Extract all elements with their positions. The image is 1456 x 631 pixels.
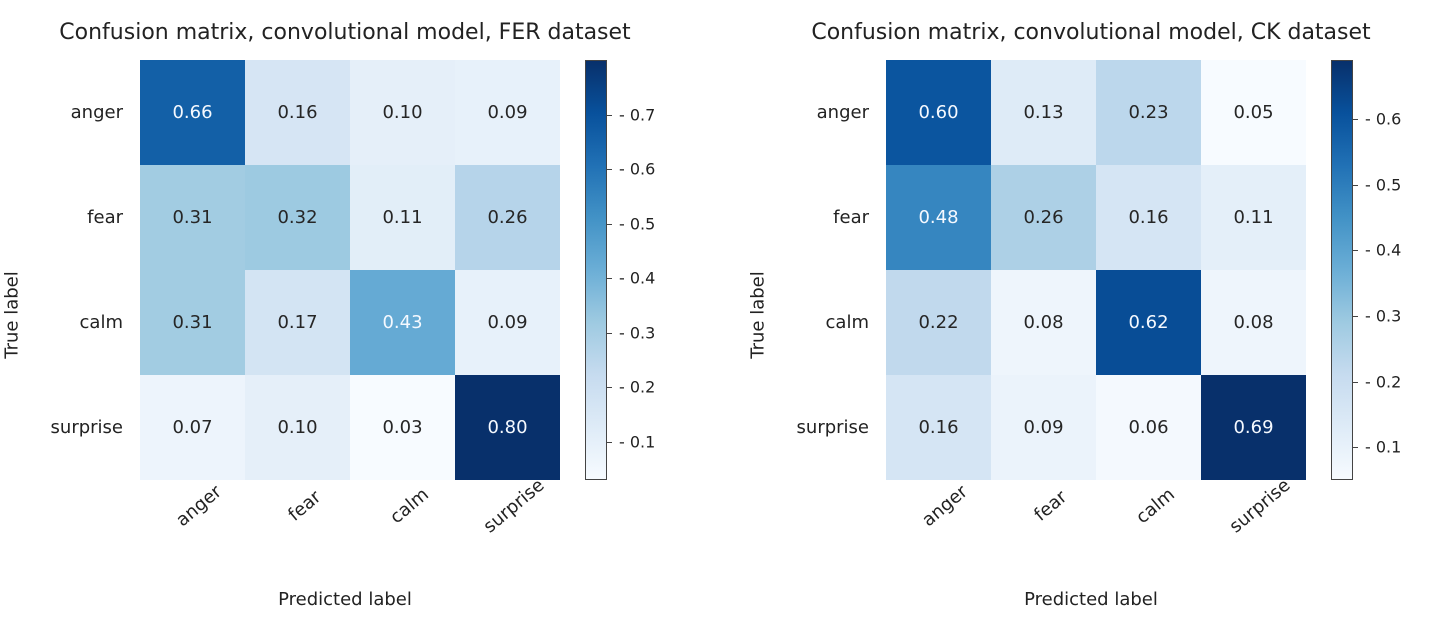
x-tick: calm: [350, 490, 455, 550]
heatmap-cell: 0.32: [245, 165, 350, 270]
colorbar-tick-label: - 0.1: [619, 432, 655, 451]
x-tick: calm: [1096, 490, 1201, 550]
colorbar-tick: [607, 442, 612, 443]
colorbar-tick-label: - 0.1: [1365, 438, 1401, 457]
heatmap-cell: 0.16: [1096, 165, 1201, 270]
colorbar-tick-label: - 0.4: [619, 269, 655, 288]
heatmap-cell: 0.62: [1096, 270, 1201, 375]
x-tick: fear: [991, 490, 1096, 550]
heatmap-cell: 0.31: [140, 270, 245, 375]
colorbar-tick: [1353, 185, 1358, 186]
heatmap-cell: 0.08: [991, 270, 1096, 375]
y-tick-labels: anger fear calm surprise: [20, 60, 135, 480]
heatmap-cell: 0.08: [1201, 270, 1306, 375]
heatmap-cell: 0.07: [140, 375, 245, 480]
heatmap-cell: 0.43: [350, 270, 455, 375]
x-axis-label: Predicted label: [766, 589, 1416, 610]
heatmap-cell: 0.31: [140, 165, 245, 270]
heatmap-matrix: 0.660.160.100.090.310.320.110.260.310.17…: [140, 60, 560, 480]
heatmap-cell: 0.13: [991, 60, 1096, 165]
y-tick: surprise: [20, 375, 135, 480]
colorbar-tick: [607, 224, 612, 225]
heatmap-cell: 0.66: [140, 60, 245, 165]
colorbar-tick-label: - 0.5: [1365, 175, 1401, 194]
heatmap-cell: 0.48: [886, 165, 991, 270]
y-tick: fear: [766, 165, 881, 270]
colorbar-tick-label: - 0.3: [619, 323, 655, 342]
figure: Confusion matrix, convolutional model, F…: [0, 0, 1456, 631]
x-tick: surprise: [1201, 490, 1306, 550]
colorbar-tick: [1353, 447, 1358, 448]
x-axis-label: Predicted label: [20, 589, 670, 610]
y-tick: anger: [20, 60, 135, 165]
colorbar: - 0.1 - 0.2 - 0.3 - 0.4 - 0.5 - 0.6 - 0.7: [585, 60, 675, 480]
heatmap-cell: 0.11: [1201, 165, 1306, 270]
heatmap-cell: 0.69: [1201, 375, 1306, 480]
colorbar-tick: [607, 169, 612, 170]
colorbar-tick-label: - 0.6: [1365, 110, 1401, 129]
heatmap-matrix: 0.600.130.230.050.480.260.160.110.220.08…: [886, 60, 1306, 480]
panel-ck: Confusion matrix, convolutional model, C…: [766, 20, 1416, 610]
heatmap-cell: 0.16: [245, 60, 350, 165]
panel-fer: Confusion matrix, convolutional model, F…: [20, 20, 670, 610]
colorbar-tick-label: - 0.2: [619, 378, 655, 397]
panel-title: Confusion matrix, convolutional model, C…: [766, 20, 1416, 45]
heatmap-cell: 0.11: [350, 165, 455, 270]
heatmap-cell: 0.09: [991, 375, 1096, 480]
colorbar-tick-label: - 0.3: [1365, 306, 1401, 325]
heatmap-cell: 0.23: [1096, 60, 1201, 165]
heatmap-area: 0.660.160.100.090.310.320.110.260.310.17…: [140, 60, 560, 480]
heatmap-cell: 0.17: [245, 270, 350, 375]
colorbar-tick: [1353, 382, 1358, 383]
x-tick-labels: anger fear calm surprise: [886, 490, 1306, 550]
colorbar-tick: [1353, 119, 1358, 120]
x-tick: surprise: [455, 490, 560, 550]
heatmap-cell: 0.26: [455, 165, 560, 270]
x-tick: anger: [886, 490, 991, 550]
x-tick: anger: [140, 490, 245, 550]
colorbar-tick-label: - 0.2: [1365, 372, 1401, 391]
colorbar-tick-label: - 0.7: [619, 105, 655, 124]
colorbar-tick-label: - 0.4: [1365, 241, 1401, 260]
y-tick: fear: [20, 165, 135, 270]
heatmap-cell: 0.10: [350, 60, 455, 165]
heatmap-cell: 0.26: [991, 165, 1096, 270]
y-tick: surprise: [766, 375, 881, 480]
x-tick: fear: [245, 490, 350, 550]
heatmap-cell: 0.22: [886, 270, 991, 375]
heatmap-cell: 0.09: [455, 270, 560, 375]
heatmap-cell: 0.60: [886, 60, 991, 165]
colorbar-tick-label: - 0.6: [619, 160, 655, 179]
heatmap-cell: 0.03: [350, 375, 455, 480]
heatmap-cell: 0.10: [245, 375, 350, 480]
colorbar-gradient: [585, 60, 607, 480]
colorbar-tick: [607, 333, 612, 334]
heatmap-cell: 0.05: [1201, 60, 1306, 165]
panel-title: Confusion matrix, convolutional model, F…: [20, 20, 670, 45]
colorbar-tick: [1353, 250, 1358, 251]
heatmap-cell: 0.09: [455, 60, 560, 165]
y-tick: calm: [20, 270, 135, 375]
colorbar-tick-label: - 0.5: [619, 214, 655, 233]
heatmap-cell: 0.06: [1096, 375, 1201, 480]
colorbar: - 0.1 - 0.2 - 0.3 - 0.4 - 0.5 - 0.6: [1331, 60, 1421, 480]
y-tick: anger: [766, 60, 881, 165]
heatmap-cell: 0.16: [886, 375, 991, 480]
colorbar-tick: [607, 278, 612, 279]
y-tick: calm: [766, 270, 881, 375]
y-tick-labels: anger fear calm surprise: [766, 60, 881, 480]
colorbar-tick: [1353, 316, 1358, 317]
colorbar-tick: [607, 115, 612, 116]
colorbar-tick: [607, 387, 612, 388]
heatmap-area: 0.600.130.230.050.480.260.160.110.220.08…: [886, 60, 1306, 480]
x-tick-labels: anger fear calm surprise: [140, 490, 560, 550]
colorbar-gradient: [1331, 60, 1353, 480]
heatmap-cell: 0.80: [455, 375, 560, 480]
